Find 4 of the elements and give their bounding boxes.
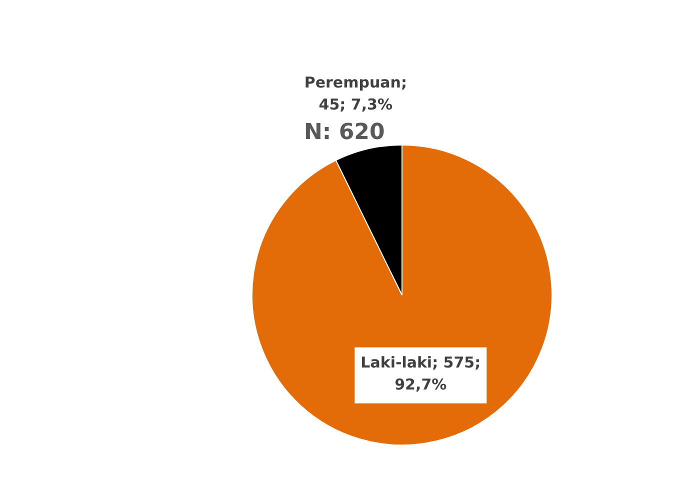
text: N: 620 — [300, 120, 389, 145]
pie-slice — [252, 144, 552, 446]
slice-label: Laki-laki; 575; 92,7% — [360, 353, 481, 394]
slice-label: Perempuan; 45; 7,3% — [304, 73, 407, 114]
